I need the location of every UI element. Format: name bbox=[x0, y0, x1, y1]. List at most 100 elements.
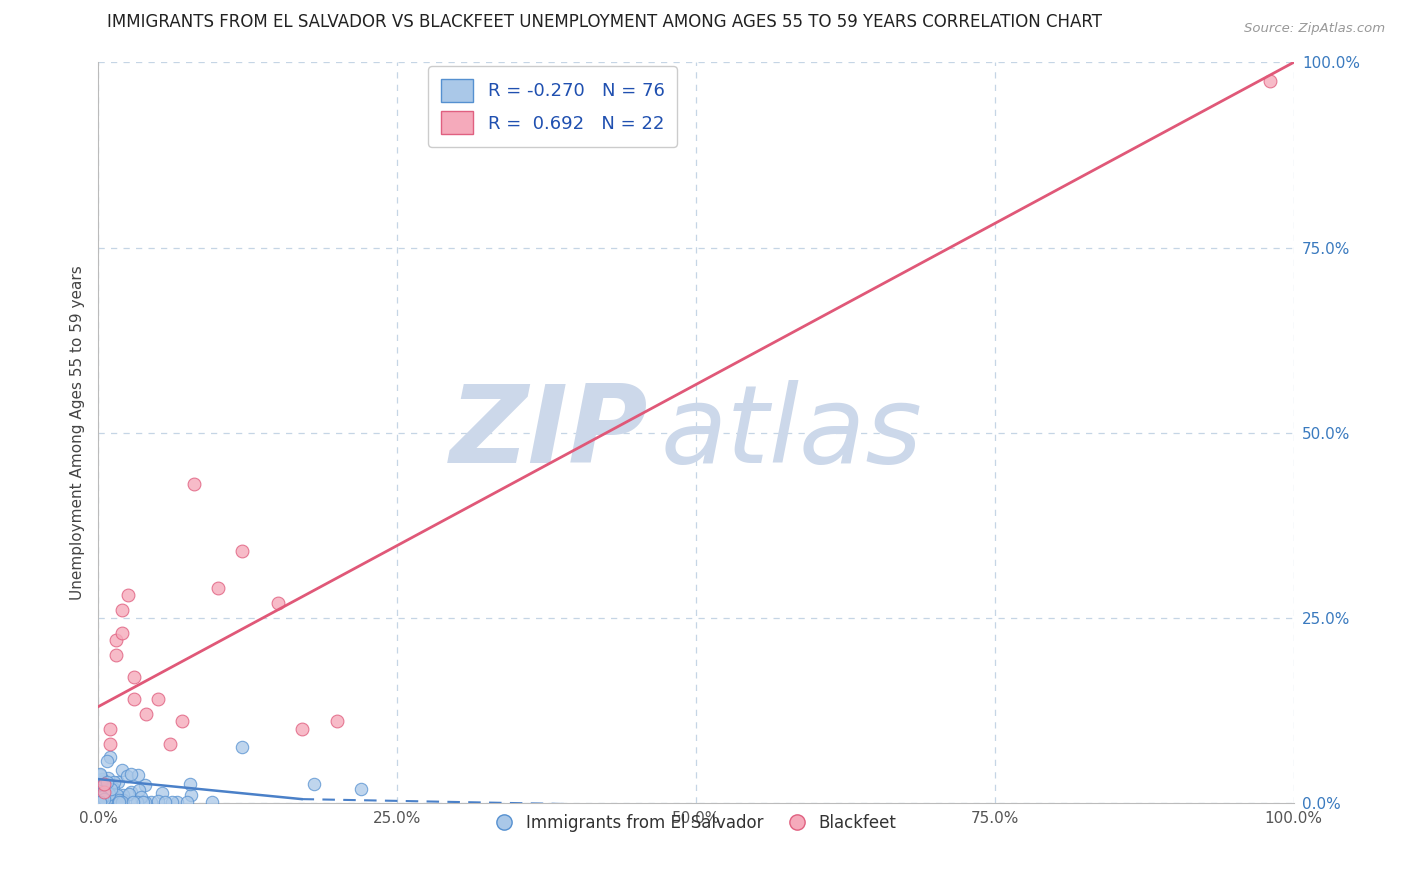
Point bbox=[302, 777, 325, 791]
Point bbox=[98, 737, 122, 751]
Text: ZIP: ZIP bbox=[450, 380, 648, 485]
Point bbox=[91, 790, 114, 805]
Point bbox=[128, 783, 150, 797]
Point bbox=[103, 795, 125, 809]
Point bbox=[146, 794, 169, 808]
Point bbox=[141, 795, 163, 809]
Point bbox=[148, 692, 170, 706]
Point bbox=[124, 670, 146, 684]
Text: Source: ZipAtlas.com: Source: ZipAtlas.com bbox=[1244, 22, 1385, 36]
Point bbox=[89, 780, 111, 795]
Point bbox=[111, 763, 134, 777]
Point bbox=[105, 648, 128, 662]
Point bbox=[111, 603, 134, 617]
Point bbox=[89, 787, 111, 801]
Point bbox=[96, 795, 118, 809]
Point bbox=[89, 795, 111, 809]
Point bbox=[207, 581, 229, 595]
Point bbox=[91, 788, 114, 802]
Point bbox=[120, 767, 142, 781]
Text: atlas: atlas bbox=[661, 380, 922, 485]
Point bbox=[155, 795, 177, 809]
Point bbox=[89, 767, 111, 781]
Point bbox=[111, 792, 134, 806]
Point bbox=[166, 795, 188, 809]
Point bbox=[89, 795, 111, 809]
Point bbox=[90, 775, 112, 789]
Point bbox=[93, 791, 115, 805]
Point bbox=[127, 795, 149, 809]
Point bbox=[132, 795, 155, 809]
Point bbox=[129, 790, 152, 805]
Point bbox=[96, 787, 118, 801]
Point bbox=[120, 785, 142, 799]
Point bbox=[291, 722, 314, 736]
Point bbox=[179, 777, 201, 791]
Point bbox=[107, 795, 129, 809]
Point bbox=[100, 795, 122, 809]
Point bbox=[108, 793, 131, 807]
Point bbox=[97, 782, 120, 797]
Point bbox=[93, 789, 115, 804]
Point bbox=[91, 789, 114, 803]
Point bbox=[93, 795, 115, 809]
Point bbox=[111, 793, 134, 807]
Point bbox=[93, 789, 115, 803]
Point bbox=[107, 774, 129, 789]
Point bbox=[326, 714, 349, 729]
Text: IMMIGRANTS FROM EL SALVADOR VS BLACKFEET UNEMPLOYMENT AMONG AGES 55 TO 59 YEARS : IMMIGRANTS FROM EL SALVADOR VS BLACKFEET… bbox=[107, 13, 1102, 31]
Point bbox=[267, 596, 290, 610]
Point bbox=[93, 785, 115, 799]
Point bbox=[91, 774, 114, 789]
Point bbox=[97, 790, 120, 805]
Point bbox=[350, 782, 373, 797]
Point bbox=[134, 778, 156, 792]
Point bbox=[124, 692, 146, 706]
Point bbox=[117, 589, 139, 603]
Point bbox=[93, 780, 115, 795]
Point bbox=[89, 793, 111, 807]
Point bbox=[201, 795, 224, 809]
Point bbox=[108, 795, 131, 809]
Point bbox=[96, 780, 118, 795]
Point bbox=[115, 769, 138, 783]
Point bbox=[159, 737, 181, 751]
Point bbox=[98, 750, 121, 764]
Point bbox=[93, 793, 115, 807]
Point bbox=[176, 795, 198, 809]
Point bbox=[112, 789, 135, 803]
Point bbox=[183, 477, 205, 491]
Point bbox=[97, 787, 120, 801]
Point bbox=[91, 789, 114, 803]
Point bbox=[231, 544, 253, 558]
Point bbox=[100, 782, 122, 797]
Point bbox=[89, 768, 111, 782]
Point bbox=[103, 775, 125, 789]
Point bbox=[96, 775, 118, 789]
Point bbox=[150, 787, 173, 801]
Point bbox=[98, 722, 122, 736]
Point bbox=[93, 777, 115, 791]
Point bbox=[172, 714, 194, 729]
Point bbox=[180, 788, 202, 802]
Point bbox=[90, 772, 112, 787]
Legend: Immigrants from El Salvador, Blackfeet: Immigrants from El Salvador, Blackfeet bbox=[489, 807, 903, 838]
Point bbox=[231, 740, 253, 755]
Point bbox=[1258, 74, 1281, 88]
Point bbox=[135, 706, 157, 721]
Point bbox=[105, 795, 128, 809]
Point bbox=[90, 789, 112, 804]
Point bbox=[111, 790, 134, 805]
Point bbox=[121, 795, 143, 809]
Point bbox=[97, 771, 120, 785]
Point bbox=[107, 788, 129, 802]
Point bbox=[134, 795, 156, 809]
Point bbox=[160, 795, 183, 809]
Point bbox=[131, 795, 153, 809]
Point bbox=[89, 795, 111, 809]
Y-axis label: Unemployment Among Ages 55 to 59 years: Unemployment Among Ages 55 to 59 years bbox=[69, 265, 84, 600]
Point bbox=[111, 625, 134, 640]
Point bbox=[105, 632, 128, 647]
Point bbox=[96, 754, 118, 768]
Point bbox=[93, 795, 115, 809]
